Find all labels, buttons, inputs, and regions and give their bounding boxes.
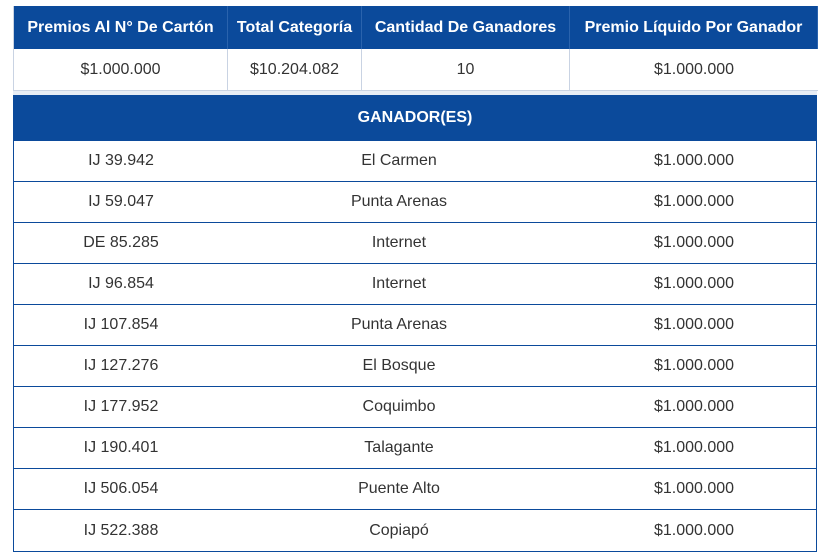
winner-prize: $1.000.000 <box>653 316 735 333</box>
winner-location: Internet <box>371 234 427 251</box>
winner-carton: IJ 522.388 <box>83 521 159 539</box>
table-row: IJ 39.942 El Carmen $1.000.000 <box>14 141 816 182</box>
winner-prize: $1.000.000 <box>653 193 735 210</box>
winner-carton: IJ 190.401 <box>83 439 159 456</box>
winner-prize: $1.000.000 <box>653 275 735 292</box>
section-divider <box>13 91 817 95</box>
header-total-categoria: Total Categoría <box>228 6 362 49</box>
winners-title: GANADOR(ES) <box>14 95 816 141</box>
value-total-categoria: $10.204.082 <box>228 49 362 91</box>
results-container: Premios Al N° De Cartón Total Categoría … <box>13 6 818 552</box>
header-premios-al-carton: Premios Al N° De Cartón <box>14 6 228 49</box>
winner-location: Puente Alto <box>358 480 440 497</box>
winner-prize: $1.000.000 <box>653 521 735 539</box>
table-row: IJ 127.276 El Bosque $1.000.000 <box>14 346 816 387</box>
summary-table: Premios Al N° De Cartón Total Categoría … <box>13 6 818 91</box>
table-row: IJ 522.388 Copiapó $1.000.000 <box>14 510 816 551</box>
winner-prize: $1.000.000 <box>653 398 735 415</box>
winner-carton: IJ 96.854 <box>88 275 154 292</box>
winner-carton: IJ 59.047 <box>88 193 154 210</box>
winner-prize: $1.000.000 <box>653 152 735 169</box>
winner-prize: $1.000.000 <box>653 234 735 251</box>
winner-prize: $1.000.000 <box>653 357 735 374</box>
winner-location: Punta Arenas <box>350 193 448 210</box>
winner-carton: IJ 177.952 <box>83 398 159 415</box>
value-premio-liquido: $1.000.000 <box>570 49 818 91</box>
table-row: IJ 190.401 Talagante $1.000.000 <box>14 428 816 469</box>
header-premio-liquido: Premio Líquido Por Ganador <box>570 6 818 49</box>
winner-location: Talagante <box>364 439 434 456</box>
table-row: IJ 107.854 Punta Arenas $1.000.000 <box>14 305 816 346</box>
table-row: IJ 177.952 Coquimbo $1.000.000 <box>14 387 816 428</box>
winner-location: Coquimbo <box>362 398 436 415</box>
table-row: DE 85.285 Internet $1.000.000 <box>14 223 816 264</box>
winner-location: El Bosque <box>362 357 436 374</box>
winner-carton: IJ 39.942 <box>88 152 154 169</box>
winners-body: IJ 39.942 El Carmen $1.000.000 IJ 59.047 Pun… <box>14 141 816 551</box>
winner-location: Internet <box>371 275 427 292</box>
winner-location: El Carmen <box>361 152 437 169</box>
winner-carton: IJ 107.854 <box>83 316 159 333</box>
winners-table: GANADOR(ES) IJ 39.942 El Carmen $1.000.000… <box>13 95 817 552</box>
table-row: IJ 96.854 Internet $1.000.000 <box>14 264 816 305</box>
winner-carton: IJ 127.276 <box>83 357 159 374</box>
winner-carton: DE 85.285 <box>83 234 159 251</box>
table-row: IJ 59.047 Punta Arenas $1.000.000 <box>14 182 816 223</box>
winner-carton: IJ 506.054 <box>83 480 159 497</box>
winner-prize: $1.000.000 <box>653 480 735 497</box>
value-premios-al-carton: $1.000.000 <box>14 49 228 91</box>
winner-location: Copiapó <box>369 521 429 539</box>
value-cantidad-ganadores: 10 <box>362 49 570 91</box>
table-row: IJ 506.054 Puente Alto $1.000.000 <box>14 469 816 510</box>
winner-prize: $1.000.000 <box>653 439 735 456</box>
header-cantidad-ganadores: Cantidad De Ganadores <box>362 6 570 49</box>
winner-location: Punta Arenas <box>350 316 448 333</box>
